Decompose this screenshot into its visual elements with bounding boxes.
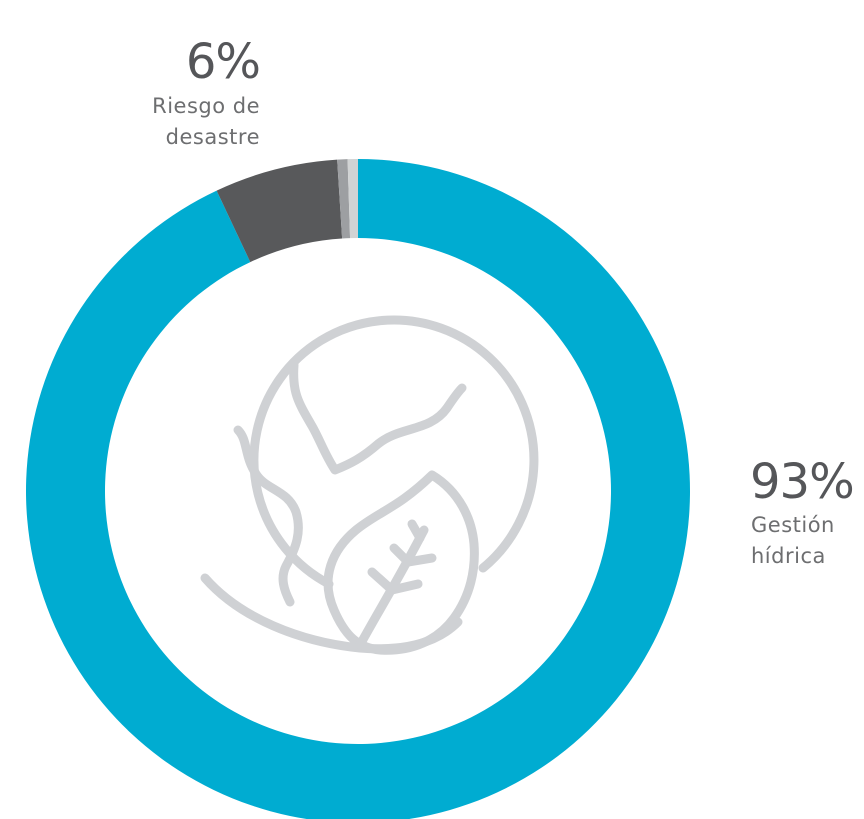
donut-slices (26, 159, 690, 819)
riesgo-label-line1: Riesgo de (152, 94, 260, 118)
donut-slice-riesgo-de-desastre (216, 159, 343, 263)
donut-slice-minor-3 (347, 159, 358, 239)
gestion-label-line2: hídrica (751, 544, 826, 568)
riesgo-percent: 6% (185, 34, 261, 90)
donut-slice-gestión-hídrica (26, 159, 690, 819)
riesgo-label-line2: desastre (165, 125, 260, 149)
globe-leaf-icon (200, 315, 539, 655)
donut-slice-minor-2 (337, 159, 351, 239)
gestion-label-line1: Gestión (751, 513, 835, 537)
gestion-percent: 93% (750, 454, 855, 510)
